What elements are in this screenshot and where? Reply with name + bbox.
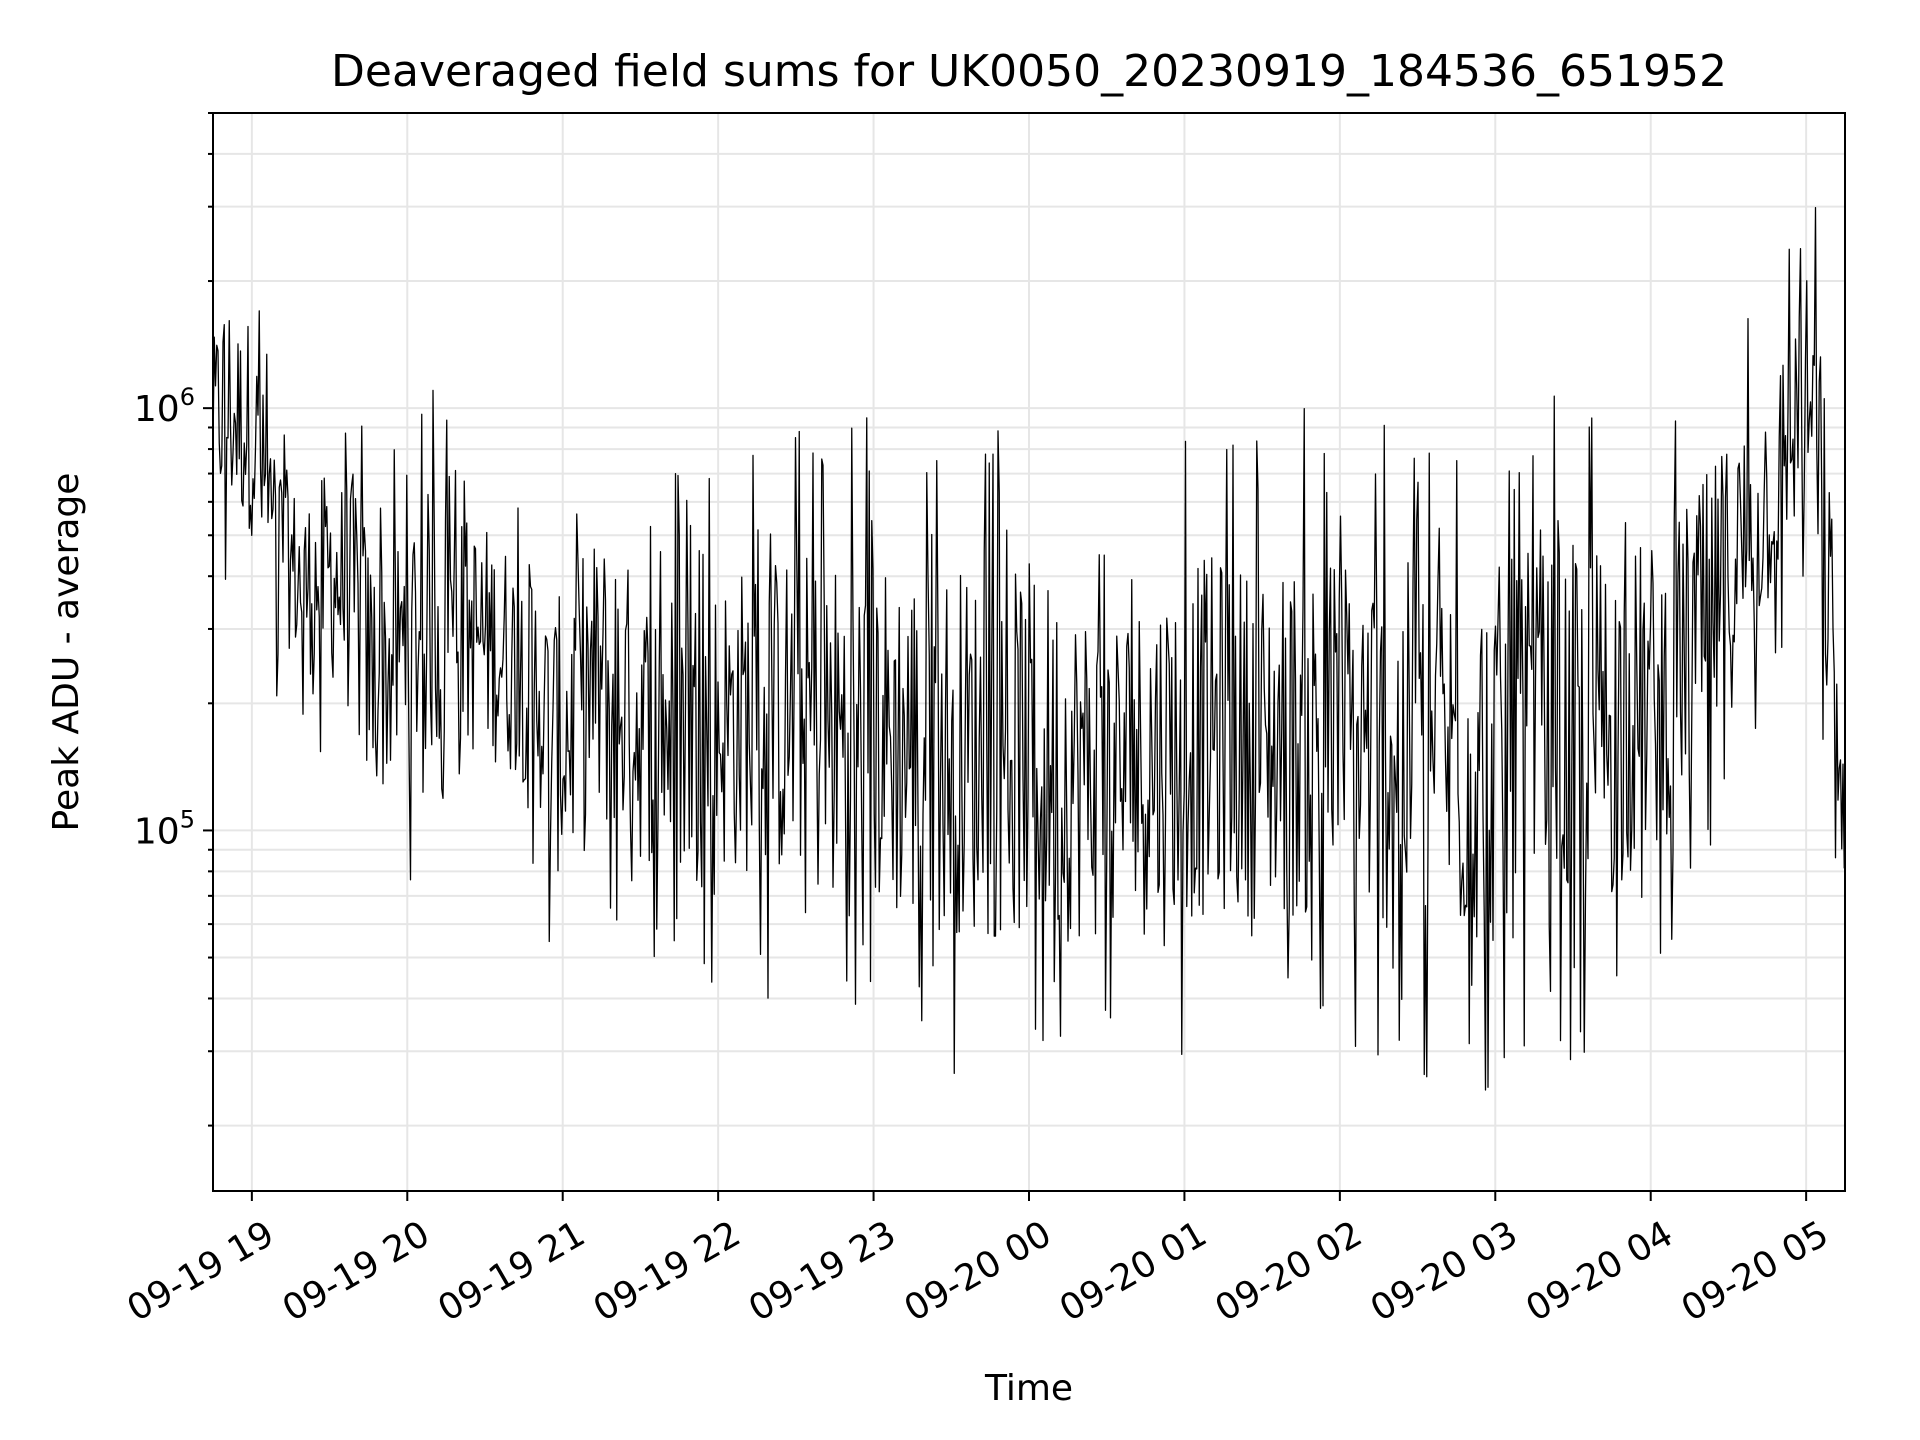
x-tick-label: 09-20 02 [1208, 1213, 1369, 1329]
x-tick-label: 09-20 00 [898, 1213, 1059, 1329]
x-tick-label: 09-19 21 [431, 1213, 592, 1329]
y-tick-label: 105 [134, 805, 195, 852]
x-tick-label: 09-20 03 [1364, 1213, 1525, 1329]
x-tick-label: 09-19 23 [742, 1213, 903, 1329]
chart-title: Deaveraged field sums for UK0050_2023091… [331, 46, 1727, 97]
x-axis-label: Time [984, 1368, 1073, 1409]
x-tick-label: 09-19 22 [587, 1213, 748, 1329]
y-tick-label: 106 [134, 383, 195, 430]
data-series [212, 207, 1845, 1091]
x-tick-label: 09-20 05 [1675, 1213, 1836, 1329]
x-tick-label: 09-20 04 [1519, 1213, 1680, 1329]
y-axis-label: Peak ADU - average [46, 473, 87, 832]
series-line [212, 207, 1845, 1091]
x-tick-label: 09-19 20 [276, 1213, 437, 1329]
x-tick-label: 09-20 01 [1053, 1213, 1214, 1329]
x-tick-label: 09-19 19 [120, 1213, 281, 1329]
